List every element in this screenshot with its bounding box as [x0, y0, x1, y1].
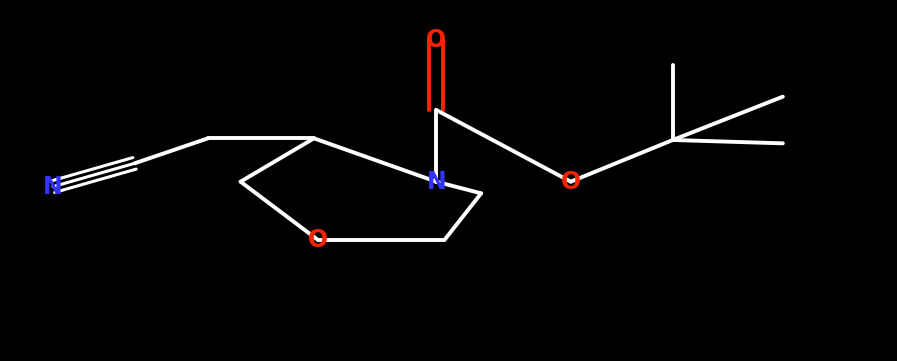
- Text: O: O: [308, 228, 328, 252]
- Text: N: N: [43, 175, 63, 199]
- Text: O: O: [426, 28, 447, 52]
- Text: N: N: [426, 170, 446, 193]
- Text: O: O: [561, 170, 581, 193]
